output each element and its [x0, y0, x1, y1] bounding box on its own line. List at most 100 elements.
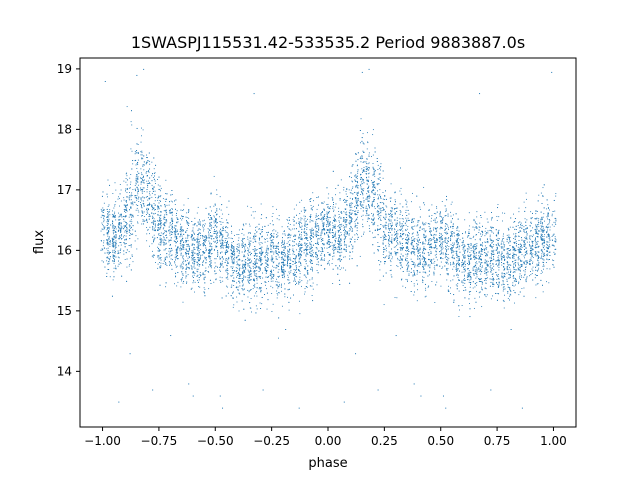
data-point — [521, 254, 523, 256]
data-point — [338, 207, 340, 209]
data-point — [180, 253, 182, 255]
data-point — [357, 210, 359, 212]
data-point — [172, 232, 173, 234]
data-point — [480, 248, 482, 250]
data-point — [165, 262, 167, 263]
data-point — [430, 260, 432, 262]
data-point — [396, 236, 398, 238]
data-point — [197, 279, 198, 281]
data-point — [202, 263, 204, 265]
data-point — [305, 263, 307, 265]
data-point — [411, 264, 413, 265]
data-point — [244, 265, 246, 267]
data-point — [388, 251, 390, 253]
data-point — [108, 236, 110, 238]
data-point — [405, 249, 407, 251]
data-point — [503, 237, 505, 239]
data-point — [452, 256, 453, 258]
data-point — [209, 249, 211, 251]
data-point — [243, 276, 245, 278]
data-point — [134, 150, 136, 152]
data-point — [357, 185, 359, 186]
data-point — [451, 232, 453, 234]
data-point — [214, 204, 216, 206]
data-point — [462, 240, 464, 242]
data-point — [154, 172, 156, 174]
data-point — [237, 247, 239, 248]
data-point — [408, 232, 409, 233]
data-point — [125, 181, 127, 183]
data-point — [266, 264, 268, 266]
data-point — [344, 201, 346, 203]
data-point — [385, 211, 386, 213]
data-point — [446, 250, 448, 251]
data-point — [447, 274, 449, 276]
data-point — [344, 208, 346, 210]
data-point — [440, 236, 442, 238]
data-point — [220, 270, 221, 272]
data-point — [538, 267, 540, 269]
data-point — [109, 241, 111, 243]
data-point — [134, 197, 136, 199]
data-point — [351, 206, 353, 208]
data-point — [365, 168, 367, 170]
data-point — [278, 281, 280, 283]
data-point — [546, 254, 548, 256]
data-point — [181, 239, 183, 241]
data-point — [339, 269, 341, 271]
data-point — [213, 205, 215, 207]
data-point — [469, 271, 471, 273]
data-point — [151, 212, 153, 214]
data-point — [208, 214, 210, 216]
data-point — [343, 217, 344, 219]
data-point — [444, 225, 446, 227]
data-point — [314, 223, 316, 225]
data-point — [473, 307, 475, 309]
data-point — [357, 204, 359, 206]
data-point — [281, 254, 283, 255]
data-point — [445, 251, 447, 253]
data-point — [301, 246, 303, 248]
data-point — [108, 238, 110, 240]
data-point — [328, 207, 330, 209]
data-point — [141, 154, 143, 156]
data-point — [429, 249, 431, 251]
data-point — [219, 256, 221, 258]
data-point — [166, 255, 168, 257]
data-point — [327, 219, 329, 221]
data-point — [322, 224, 324, 226]
data-point — [383, 237, 385, 238]
data-point — [328, 239, 330, 241]
data-point — [475, 243, 477, 245]
data-point — [120, 189, 122, 191]
data-point — [121, 234, 123, 235]
data-point — [487, 240, 489, 242]
data-point — [535, 255, 537, 257]
data-point — [436, 207, 438, 209]
data-point — [366, 166, 368, 168]
data-point — [445, 210, 447, 212]
data-point — [226, 222, 228, 224]
data-point — [339, 243, 341, 245]
data-point — [249, 265, 251, 267]
data-point — [345, 220, 347, 222]
data-point — [390, 253, 392, 255]
data-point — [199, 224, 201, 226]
data-point — [478, 270, 480, 272]
data-point — [123, 235, 125, 237]
data-point — [405, 247, 407, 249]
data-point — [419, 238, 421, 240]
data-point — [128, 251, 130, 253]
data-point — [361, 189, 363, 191]
data-point — [321, 231, 323, 233]
data-point — [436, 239, 438, 240]
data-point — [542, 187, 544, 189]
data-point — [548, 233, 550, 235]
data-point — [356, 233, 358, 235]
data-point — [114, 204, 116, 206]
data-point — [318, 218, 320, 220]
data-point — [130, 199, 132, 201]
data-point — [492, 280, 494, 282]
data-point — [107, 239, 109, 241]
data-point — [323, 225, 325, 226]
